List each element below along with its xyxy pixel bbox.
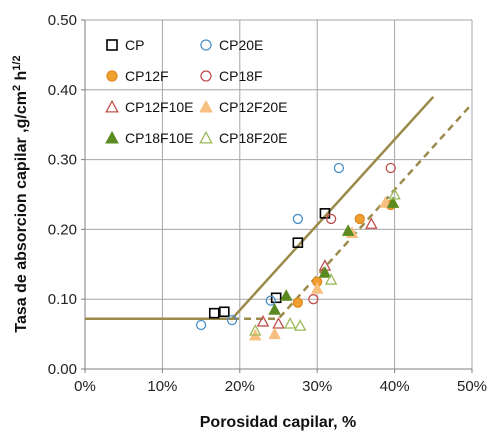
x-axis-title: Porosidad capilar, % (200, 414, 357, 431)
point-CP20E (226, 314, 238, 326)
legend-marker-CP18F (200, 70, 212, 82)
legend-marker-CP12F10E (105, 99, 119, 113)
x-tick-label: 40% (380, 378, 410, 395)
point-CP18F10E (386, 196, 400, 208)
y-axis-title-sup2: 1/2 (11, 55, 23, 70)
point-CP18F20E (324, 273, 338, 285)
y-axis-title-mid: h (13, 71, 30, 85)
y-tick-label: 0.10 (48, 291, 77, 308)
x-tick-label: 0% (74, 378, 96, 395)
legend-marker-CP12F (106, 70, 118, 82)
point-CP18F10E (279, 289, 293, 301)
point-CP20E (292, 213, 304, 225)
axes (81, 19, 473, 373)
legend-label-CP18F10E: CP18F10E (125, 130, 193, 146)
x-tick-label: 20% (225, 378, 255, 395)
point-CP12F (292, 297, 304, 308)
point-CP18F (325, 213, 337, 225)
point-CP20E (195, 319, 207, 331)
legend-marker-CP (106, 39, 118, 51)
point-CP (219, 306, 230, 318)
point-CP12F10E (272, 317, 285, 329)
point-CP (319, 208, 331, 219)
point-CP18F10E (341, 224, 355, 236)
data-points (195, 162, 401, 341)
point-CP18F20E (249, 324, 262, 336)
point-CP (208, 307, 220, 319)
point-CP18F10E (318, 266, 332, 278)
y-tick-label: 0.40 (48, 82, 77, 99)
trend-lines (85, 95, 473, 320)
gridlines (85, 19, 473, 369)
legend-label-CP: CP (125, 37, 144, 53)
point-CP18F (385, 162, 396, 174)
trend-line-dashed (232, 102, 473, 320)
y-tick-label: 0.50 (48, 12, 77, 29)
legend-marker-CP12F20E (199, 99, 213, 113)
point-CP12F20E (379, 196, 392, 208)
point-CP (292, 237, 304, 248)
point-CP18F20E (388, 187, 401, 200)
y-axis-title-main: Tasa de absorcion capilar ,g/cm (13, 91, 30, 333)
x-tick-label: 10% (147, 378, 177, 395)
legend-marker-CP18F20E (199, 130, 213, 144)
legend-marker-CP18F10E (105, 130, 119, 144)
tick-labels: 0% 10% 20% 30% 40% 50% 0.00 0.10 0.20 0.30 0.40 0.5… (48, 12, 487, 395)
point-CP12F10E (256, 314, 270, 327)
x-tick-label: 30% (302, 378, 332, 395)
x-tick-label: 50% (457, 378, 487, 395)
legend: CP CP20E CP12F CP18F CP12F10E CP12F20E CP18F10… (105, 37, 287, 146)
y-axis-title: Tasa de absorcion capilar ,g/cm2 h1/2 (11, 55, 30, 332)
legend-label-CP20E: CP20E (219, 37, 263, 53)
legend-label-CP12F20E: CP12F20E (219, 99, 287, 115)
legend-marker-CP20E (200, 39, 212, 51)
point-CP20E (265, 295, 276, 306)
y-tick-label: 0.00 (48, 361, 77, 378)
legend-label-CP18F: CP18F (219, 68, 263, 84)
y-tick-label: 0.30 (48, 152, 77, 169)
point-CP (270, 292, 282, 304)
point-CP12F10E (365, 217, 378, 229)
point-CP18F10E (268, 303, 281, 315)
legend-label-CP12F10E: CP12F10E (125, 99, 193, 115)
point-CP20E (333, 162, 345, 174)
point-CP18F (308, 294, 319, 305)
legend-label-CP12F: CP12F (125, 68, 169, 84)
legend-label-CP18F20E: CP18F20E (219, 130, 287, 146)
point-CP12F20E (310, 282, 324, 294)
y-tick-label: 0.20 (48, 221, 77, 238)
point-CP12F20E (268, 327, 281, 340)
point-CP18F20E (293, 319, 307, 331)
y-axis-title-sup1: 2 (11, 85, 23, 91)
point-CP18F20E (283, 317, 297, 329)
point-CP12F (354, 213, 365, 225)
